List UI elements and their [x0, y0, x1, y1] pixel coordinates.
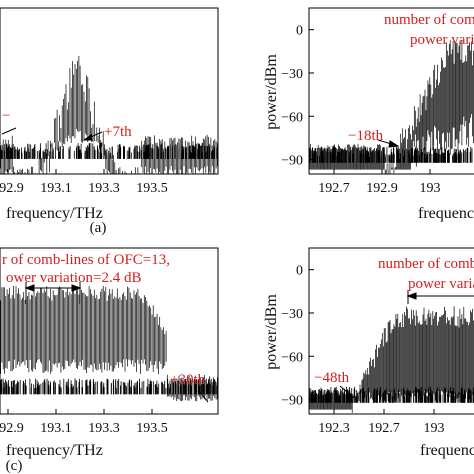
panel-b-x-axis-title: frequency/	[418, 205, 474, 222]
x-tick-label: 193.5	[136, 181, 168, 196]
x-tick-label: 192.7	[368, 421, 400, 436]
y-tick-label: −60	[281, 110, 303, 125]
panel-a-annotation-right: +7th	[104, 124, 132, 140]
panel-d-y-axis-title: power/dBm	[263, 294, 280, 370]
panel-a-spectrum	[0, 55, 218, 174]
panel-a-frame	[0, 7, 219, 175]
panel-c-frame	[0, 247, 219, 415]
x-tick-label: 193.1	[40, 421, 72, 436]
y-tick-label: −30	[281, 67, 303, 82]
panel-b-annotation-order: −18th	[348, 128, 384, 144]
panel-b-frame	[308, 7, 474, 175]
x-tick-label: 192.9	[0, 181, 24, 196]
panel-b-spectrum	[308, 40, 474, 174]
x-tick-label: 192.9	[366, 181, 398, 196]
annotation-arrows	[1, 127, 474, 403]
panel-a-x-axis-title: frequency/THz	[6, 205, 103, 222]
arrow-a-right-head	[82, 134, 93, 141]
panel-d-x-ticks: 192.3 192.7 193	[318, 409, 445, 436]
arrow-c-order	[197, 389, 209, 403]
panel-d-annotation-count: number of comb	[378, 256, 474, 272]
arrow-d-span-head	[406, 292, 417, 300]
arrow-a-left	[1, 127, 17, 135]
arrow-c-span-right-head	[71, 284, 82, 292]
arrow-c-span-left-head	[24, 284, 35, 292]
panel-a-annotation-left: −	[2, 108, 10, 124]
panel-a-x-ticks: 192.9 193.1 193.3 193.5	[0, 169, 168, 196]
panel-b-y-axis-title: power/dBm	[263, 54, 280, 130]
x-tick-label: 192.9	[0, 421, 24, 436]
x-tick-label: 193.1	[40, 181, 72, 196]
y-tick-label: 0	[296, 264, 303, 279]
panel-d-annotation-order: −48th	[314, 370, 350, 386]
panel-c-x-ticks: 192.9 193.1 193.3 193.5	[0, 409, 168, 436]
panel-c-annotation-order: +30th	[170, 372, 206, 388]
arrow-d-order	[339, 385, 355, 399]
panel-c-x-axis-title: frequency/THz	[6, 442, 103, 459]
y-tick-label: −60	[281, 350, 303, 365]
y-tick-label: −30	[281, 307, 303, 322]
x-tick-label: 193	[420, 181, 441, 196]
panel-b: power/dBm 0 −30 −60 −90 192.7 192.9 193 numbe…	[263, 7, 474, 222]
panel-b-y-ticks: 0 −30 −60 −90	[281, 24, 314, 169]
x-tick-label: 192.3	[318, 421, 350, 436]
x-tick-label: 193.3	[88, 421, 120, 436]
panel-c-annotation-variation: ower variation=2.4 dB	[6, 270, 142, 286]
panel-c-label: (c)	[6, 458, 23, 474]
x-tick-label: 192.7	[318, 181, 350, 196]
panel-c-spectrum	[0, 285, 218, 402]
panel-b-annotation-variation: power varia	[410, 32, 474, 48]
panel-d-y-ticks: 0 −30 −60 −90	[281, 264, 314, 409]
panel-c-annotation-count: r of comb-lines of OFC=13,	[2, 252, 170, 268]
panel-d-spectrum	[309, 306, 474, 413]
panel-c: 192.9 193.1 193.3 193.5 r of comb-lines of …	[0, 247, 219, 474]
panel-a: 192.9 193.1 193.3 193.5 − +7th frequency/TH…	[0, 7, 219, 236]
x-tick-label: 193.5	[136, 421, 168, 436]
panel-d-annotation-variation: power varia	[408, 276, 474, 292]
x-tick-label: 193.3	[88, 181, 120, 196]
arrow-b-order-head	[388, 140, 400, 148]
panel-d: power/dBm 0 −30 −60 −90 192.3 192.7 193 numbe…	[263, 247, 474, 459]
panel-b-annotation-count: number of comb	[384, 12, 474, 28]
panel-d-frame	[308, 247, 474, 415]
panel-b-x-ticks: 192.7 192.9 193	[318, 169, 441, 196]
y-tick-label: 0	[296, 24, 303, 39]
panel-a-label: (a)	[90, 220, 107, 236]
panel-d-x-axis-title: frequenc	[420, 442, 474, 459]
y-tick-label: −90	[281, 394, 303, 409]
x-tick-label: 193	[424, 421, 445, 436]
y-tick-label: −90	[281, 154, 303, 169]
